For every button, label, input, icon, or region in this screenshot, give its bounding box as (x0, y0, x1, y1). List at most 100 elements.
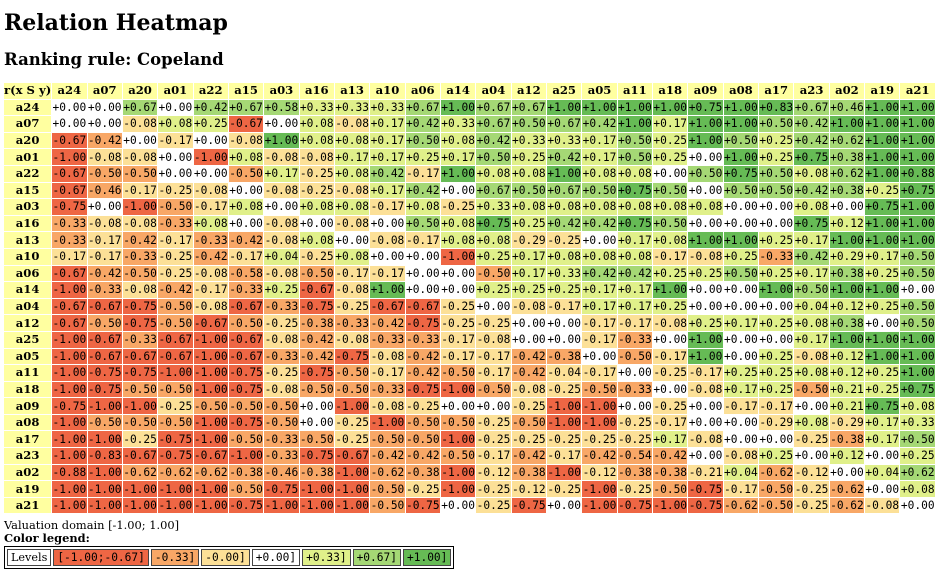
heatmap-cell: +0.04 (865, 464, 900, 481)
heatmap-cell: +1.00 (547, 165, 582, 182)
heatmap-cell: -0.50 (228, 431, 264, 448)
heatmap-cell: +0.50 (511, 116, 546, 132)
heatmap-cell: +0.00 (688, 298, 723, 315)
heatmap-cell: +0.75 (476, 215, 511, 232)
heatmap-cell: +1.00 (723, 116, 759, 132)
heatmap-cell: -0.67 (122, 448, 158, 464)
heatmap-cell: -0.50 (299, 381, 334, 398)
heatmap-cell: +0.00 (370, 215, 405, 232)
heatmap-cell: +0.75 (865, 199, 900, 215)
row-header: a03 (4, 199, 52, 215)
heatmap-cell: +0.00 (193, 132, 228, 149)
heatmap-cell: +0.00 (299, 414, 334, 431)
heatmap-cell: -0.17 (193, 282, 228, 298)
heatmap-cell: +0.50 (759, 182, 794, 199)
heatmap-cell: -0.08 (370, 398, 405, 414)
heatmap-cell: +0.25 (865, 381, 900, 398)
heatmap-cell: -0.50 (228, 165, 264, 182)
heatmap-cell: -0.38 (653, 464, 688, 481)
heatmap-row: a07 +0.00 +0.00 -0.08 +0.08 +0.25 -0.67 +0.00 +0… (4, 116, 935, 132)
heatmap-cell: +0.08 (617, 199, 653, 215)
heatmap-cell: -0.12 (476, 464, 511, 481)
heatmap-cell: -0.25 (794, 497, 829, 514)
heatmap-cell: +0.25 (193, 116, 228, 132)
heatmap-cell: +1.00 (829, 331, 865, 348)
heatmap-cell: +0.25 (759, 448, 794, 464)
heatmap-cell: -1.00 (440, 481, 476, 497)
heatmap-cell: -0.67 (228, 331, 264, 348)
heatmap-cell: +0.08 (440, 232, 476, 248)
heatmap-cell: -0.50 (440, 365, 476, 381)
heatmap-cell: +0.00 (547, 331, 582, 348)
heatmap-cell: -0.17 (122, 182, 158, 199)
heatmap-cell: -0.42 (87, 265, 122, 282)
heatmap-cell: -0.38 (547, 348, 582, 365)
heatmap-cell: +0.17 (865, 431, 900, 448)
heatmap-cell: -0.17 (653, 348, 688, 365)
heatmap-cell: -0.75 (511, 497, 546, 514)
heatmap-cell: +0.00 (52, 116, 87, 132)
heatmap-cell: +0.00 (688, 215, 723, 232)
heatmap-cell: -0.50 (193, 398, 228, 414)
heatmap-cell: +0.17 (653, 116, 688, 132)
legend-swatch: [-1.00;-0.67] (53, 549, 149, 567)
heatmap-cell: -0.25 (653, 398, 688, 414)
heatmap-cell: +1.00 (865, 116, 900, 132)
heatmap-cell: +0.04 (264, 248, 299, 265)
heatmap-cell: +0.00 (829, 199, 865, 215)
heatmap-cell: -0.67 (299, 282, 334, 298)
heatmap-cell: -0.33 (193, 232, 228, 248)
heatmap-cell: +0.88 (900, 165, 935, 182)
heatmap-cell: -0.50 (582, 381, 617, 398)
heatmap-cell: +1.00 (865, 215, 900, 232)
legend-levels-header: Levels (7, 549, 52, 567)
heatmap-cell: -0.25 (158, 265, 193, 282)
heatmap-cell: +0.17 (370, 182, 405, 199)
heatmap-cell: +0.17 (582, 282, 617, 298)
heatmap-cell: +0.00 (723, 298, 759, 315)
heatmap-cell: -0.50 (334, 381, 370, 398)
heatmap-cell: -0.46 (87, 182, 122, 199)
heatmap-cell: +0.17 (794, 331, 829, 348)
column-header: a16 (299, 83, 334, 99)
heatmap-cell: +0.12 (829, 348, 865, 365)
heatmap-cell: +0.67 (476, 182, 511, 199)
heatmap-cell: -0.08 (87, 215, 122, 232)
heatmap-cell: +0.25 (865, 265, 900, 282)
heatmap-cell: +0.17 (582, 298, 617, 315)
heatmap-cell: -0.17 (440, 331, 476, 348)
heatmap-cell: -0.50 (476, 381, 511, 398)
heatmap-cell: +0.17 (865, 248, 900, 265)
column-header: a15 (228, 83, 264, 99)
heatmap-cell: -0.17 (617, 315, 653, 331)
heatmap-cell: +0.38 (829, 182, 865, 199)
heatmap-cell: -0.25 (334, 298, 370, 315)
heatmap-cell: -1.00 (52, 149, 87, 165)
row-header: a18 (4, 381, 52, 398)
heatmap-cell: +1.00 (688, 348, 723, 365)
heatmap-cell: -1.00 (122, 398, 158, 414)
heatmap-cell: +0.25 (865, 298, 900, 315)
heatmap-cell: -0.42 (122, 232, 158, 248)
heatmap-cell: -0.83 (87, 448, 122, 464)
heatmap-cell: -0.62 (829, 481, 865, 497)
heatmap-cell: -0.75 (158, 431, 193, 448)
heatmap-cell: +1.00 (900, 215, 935, 232)
heatmap-cell: +0.08 (794, 199, 829, 215)
heatmap-cell: -1.00 (87, 497, 122, 514)
heatmap-cell: +0.42 (370, 165, 405, 182)
heatmap-cell: -0.67 (158, 348, 193, 365)
heatmap-cell: +0.17 (723, 381, 759, 398)
heatmap-cell: -0.25 (617, 431, 653, 448)
heatmap-cell: -0.62 (723, 497, 759, 514)
heatmap-cell: -0.33 (334, 315, 370, 331)
row-header: a20 (4, 132, 52, 149)
heatmap-cell: -0.67 (52, 165, 87, 182)
heatmap-cell: +0.67 (547, 116, 582, 132)
heatmap-cell: +0.38 (829, 149, 865, 165)
heatmap-cell: +0.00 (511, 315, 546, 331)
heatmap-cell: -0.67 (87, 348, 122, 365)
heatmap-cell: -1.00 (653, 497, 688, 514)
heatmap-cell: +0.08 (511, 165, 546, 182)
heatmap-cell: +0.00 (723, 414, 759, 431)
